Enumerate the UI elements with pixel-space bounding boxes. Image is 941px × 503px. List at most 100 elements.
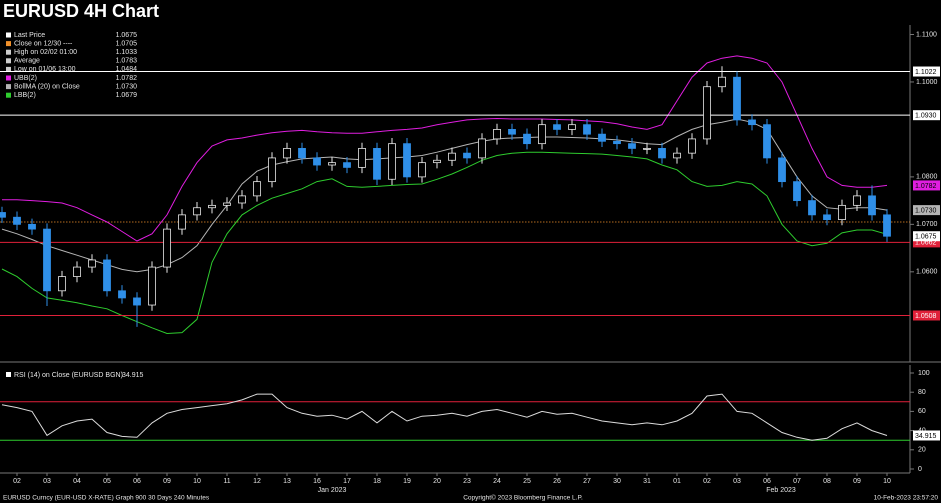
- x-tick-label: 20: [433, 478, 441, 485]
- reference-badge-label: 1.0508: [915, 313, 937, 320]
- x-tick-label: 05: [103, 478, 111, 485]
- candle-body: [118, 290, 126, 299]
- reference-badge: [913, 310, 940, 321]
- legend-value: 1.0783: [116, 58, 138, 65]
- candle-body: [103, 259, 111, 292]
- x-tick-label: 30: [613, 478, 621, 485]
- x-tick-label: 01: [673, 478, 681, 485]
- legend-swatch: [6, 84, 11, 90]
- x-tick-label: 11: [223, 478, 230, 485]
- candle-body: [838, 204, 846, 221]
- candle-body: [298, 148, 306, 159]
- candle-body: [343, 162, 351, 168]
- x-tick-label: 03: [43, 478, 51, 485]
- rsi-badge-label: 34.915: [915, 433, 937, 440]
- candle-body: [673, 152, 681, 159]
- candle-body: [583, 124, 591, 135]
- legend-value: 1.1033: [116, 49, 138, 56]
- x-tick-label: 12: [253, 478, 261, 485]
- legend-label: BollMA (20) on Close: [14, 83, 80, 90]
- x-tick-label: 17: [343, 478, 351, 485]
- candle-body: [328, 162, 336, 166]
- candle-body: [463, 152, 471, 159]
- candle-body: [433, 159, 441, 164]
- x-tick-label: 02: [703, 478, 711, 485]
- band-line: [1, 151, 888, 335]
- candle-body: [793, 181, 801, 202]
- value-badge: [913, 231, 940, 242]
- candle-body: [388, 143, 396, 180]
- x-tick-label: 07: [793, 478, 801, 485]
- candle-body: [658, 148, 666, 159]
- value-badge-label: 1.0730: [915, 207, 937, 214]
- candle-body: [598, 133, 606, 142]
- candle-body: [748, 119, 756, 126]
- candle-body: [283, 148, 291, 159]
- legend-label: Close on 12/30 ----: [14, 40, 73, 47]
- candle-body: [223, 202, 231, 206]
- x-tick-label: 25: [523, 478, 531, 485]
- candle-body: [268, 157, 276, 183]
- rsi-legend-swatch: [6, 372, 11, 377]
- legend-label: High on 02/02 01:00: [14, 49, 77, 56]
- y-tick-label: 100: [918, 370, 930, 377]
- legend-swatch: [6, 92, 11, 98]
- x-tick-label: 18: [373, 478, 381, 485]
- candle-body: [448, 152, 456, 161]
- x-tick-label: 19: [403, 478, 411, 485]
- candle-body: [868, 195, 876, 216]
- x-tick-label: 23: [463, 478, 471, 485]
- legend-label: Average: [14, 58, 40, 65]
- legend-swatch: [6, 66, 11, 72]
- x-tick-label: 02: [13, 478, 21, 485]
- chart-title: EURUSD 4H Chart: [3, 1, 159, 21]
- x-tick-label: 10: [883, 478, 891, 485]
- candle-body: [148, 266, 156, 306]
- legend-label: LBB(2): [14, 92, 36, 99]
- x-tick-label: 06: [763, 478, 771, 485]
- candle-body: [0, 212, 6, 218]
- x-tick-label: 16: [313, 478, 321, 485]
- candle-body: [538, 124, 546, 145]
- legend-swatch: [6, 32, 11, 38]
- candle-body: [133, 297, 141, 306]
- candle-body: [613, 140, 621, 145]
- x-tick-label: 31: [643, 478, 651, 485]
- candle-body: [373, 148, 381, 180]
- rsi-legend-value: 34.915: [122, 372, 144, 379]
- legend-value: 1.0730: [116, 83, 138, 90]
- candle-body: [523, 133, 531, 145]
- candle-body: [763, 124, 771, 159]
- y-tick-label: 1.0600: [916, 269, 938, 276]
- candle-body: [208, 204, 216, 209]
- x-tick-label: 09: [163, 478, 171, 485]
- month-label: Jan 2023: [318, 487, 347, 494]
- y-tick-label: 20: [918, 447, 926, 454]
- legend-swatch: [6, 41, 11, 47]
- rsi-title: RSI (14) on Close (EURUSD BGN): [14, 372, 123, 379]
- x-tick-label: 26: [553, 478, 561, 485]
- candle-body: [358, 148, 366, 168]
- x-tick-label: 24: [493, 478, 501, 485]
- reference-badge-label: 1.1022: [915, 69, 937, 76]
- candle-body: [703, 86, 711, 140]
- band-line: [2, 55, 888, 242]
- candle-body: [628, 143, 636, 149]
- candle-body: [808, 200, 816, 216]
- candle-body: [58, 276, 66, 292]
- candle-body: [13, 216, 21, 225]
- x-tick-label: 04: [73, 478, 81, 485]
- candle-body: [778, 157, 786, 183]
- value-badge: [913, 180, 940, 191]
- candle-body: [73, 266, 81, 277]
- reference-badge-label: 1.0930: [915, 113, 937, 120]
- candle-body: [688, 138, 696, 154]
- x-tick-label: 27: [583, 478, 591, 485]
- legend-swatch: [6, 49, 11, 55]
- footer-center: Copyright© 2023 Bloomberg Finance L.P.: [463, 494, 583, 502]
- reference-badge: [913, 110, 940, 121]
- candle-body: [853, 195, 861, 206]
- legend-value: 1.0484: [116, 66, 138, 73]
